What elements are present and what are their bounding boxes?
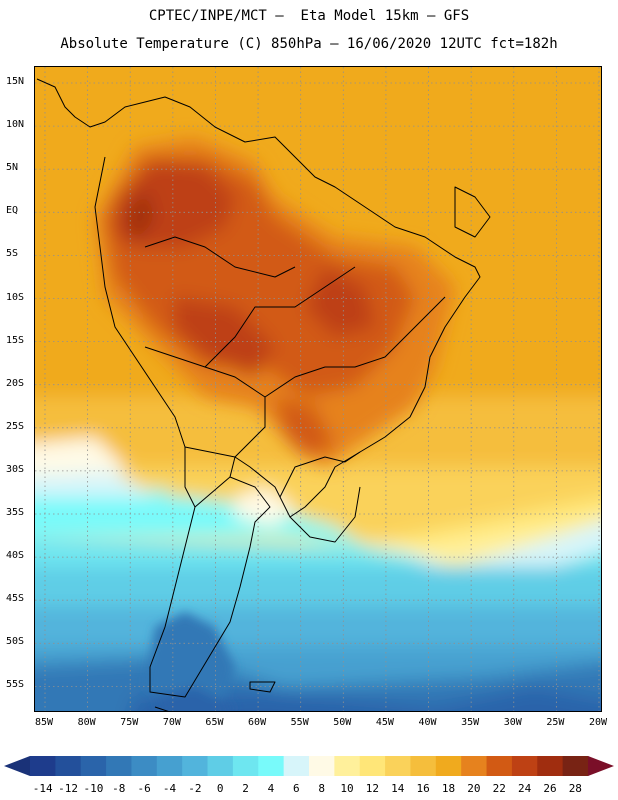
- colorbar-tick-label: 18: [441, 782, 456, 795]
- lon-label: 50W: [333, 717, 352, 728]
- colorbar-cell: [537, 756, 564, 776]
- colorbar-tick-label: -2: [188, 782, 202, 795]
- southern-cold-zone: [145, 612, 235, 711]
- colorbar-cell: [359, 756, 386, 776]
- colorbar-tick-label: -4: [162, 782, 177, 795]
- lon-label: 55W: [290, 717, 309, 728]
- lat-label: 55S: [6, 679, 25, 691]
- colorbar-cell: [461, 756, 488, 776]
- colorbar-max-arrow: [588, 756, 614, 776]
- colorbar-tick-label: -14: [32, 782, 53, 795]
- lat-label: 35S: [6, 507, 25, 518]
- colorbar-cell: [156, 756, 183, 776]
- colorbar-tick-label: 26: [543, 782, 557, 795]
- colorbar-cell: [511, 756, 538, 776]
- colorbar-cell: [410, 756, 437, 776]
- lon-label: 70W: [162, 717, 181, 728]
- colorbar-tick-label: 6: [293, 782, 300, 795]
- colorbar-cell: [30, 756, 56, 776]
- colorbar-tick-label: 22: [492, 782, 506, 795]
- lon-label: 45W: [375, 717, 394, 728]
- colorbar-tick-label: 24: [517, 782, 532, 795]
- lat-label: 45S: [6, 593, 25, 605]
- colorbar-cell: [334, 756, 361, 776]
- colorbar-tick-label: -8: [112, 782, 126, 795]
- colorbar-tick-label: -10: [83, 782, 104, 795]
- colorbar-tick-label: 4: [267, 782, 275, 795]
- colorbar-cell: [486, 756, 513, 776]
- colorbar-tick-label: 2: [242, 782, 249, 795]
- lat-label: 15N: [6, 76, 25, 87]
- coastline-outline: [36, 78, 491, 711]
- colorbar-tick-label: 14: [391, 782, 405, 795]
- colorbar-cell: [55, 756, 82, 776]
- colorbar-cell: [80, 756, 107, 776]
- colorbar-cell: [562, 756, 589, 776]
- lat-label: 10S: [6, 291, 25, 303]
- colorbar-cell: [182, 756, 209, 776]
- lat-label: 5S: [6, 248, 19, 260]
- temperature-map: [34, 66, 602, 712]
- lat-label: 5N: [6, 162, 19, 174]
- colorbar-tick-label: 28: [568, 782, 582, 795]
- colorbar-cell: [283, 756, 310, 776]
- colorbar-tick-label: -12: [58, 782, 78, 795]
- lat-label: 10N: [6, 119, 25, 131]
- colorbar-cell: [309, 756, 335, 776]
- colorbar-cell: [258, 756, 285, 776]
- lon-label: 75W: [120, 717, 139, 728]
- lon-label: 65W: [205, 717, 224, 728]
- colorbar-cell: [207, 756, 234, 776]
- colorbar-tick-label: 8: [318, 782, 325, 795]
- colorbar-cell: [232, 756, 259, 776]
- lon-label: 30W: [503, 717, 522, 728]
- colorbar-tick-label: 12: [365, 782, 380, 795]
- lon-label: 60W: [248, 717, 267, 728]
- colorbar-cell: [435, 756, 462, 776]
- colorbar-cell: [131, 756, 158, 776]
- colorbar-cell: [385, 756, 411, 776]
- colorbar-tick-label: 16: [416, 782, 430, 795]
- colorbar-tick-label: 20: [467, 782, 481, 795]
- lat-label: 20S: [6, 377, 25, 389]
- lat-label: 25S: [6, 420, 25, 432]
- lon-label: 25W: [546, 717, 565, 728]
- colorbar-tick-label: 0: [216, 782, 224, 795]
- lon-label: 20W: [588, 717, 608, 728]
- colorbar-cell: [106, 756, 132, 776]
- lat-label: 30S: [6, 463, 25, 475]
- lon-label: 35W: [461, 717, 480, 728]
- temperature-field: [35, 67, 601, 711]
- lat-label: 50S: [6, 636, 25, 648]
- lon-label: 85W: [34, 717, 54, 728]
- temperature-colorbar: [4, 756, 614, 776]
- colorbar-tick-label: 10: [340, 782, 354, 795]
- colorbar-tick-label: -6: [137, 782, 151, 795]
- lat-label: EQ: [6, 205, 19, 217]
- colorbar-min-arrow: [4, 756, 30, 776]
- map-title-line-1: CPTEC/INPE/MCT – Eta Model 15km – GFS: [148, 8, 470, 24]
- lon-label: 80W: [77, 717, 96, 728]
- lat-lon-gridlines: [35, 67, 601, 711]
- lon-label: 40W: [418, 717, 437, 728]
- map-title-line-2: Absolute Temperature (C) 850hPa – 16/06/…: [60, 36, 558, 52]
- lat-label: 40S: [6, 550, 25, 562]
- lat-label: 15S: [6, 334, 25, 346]
